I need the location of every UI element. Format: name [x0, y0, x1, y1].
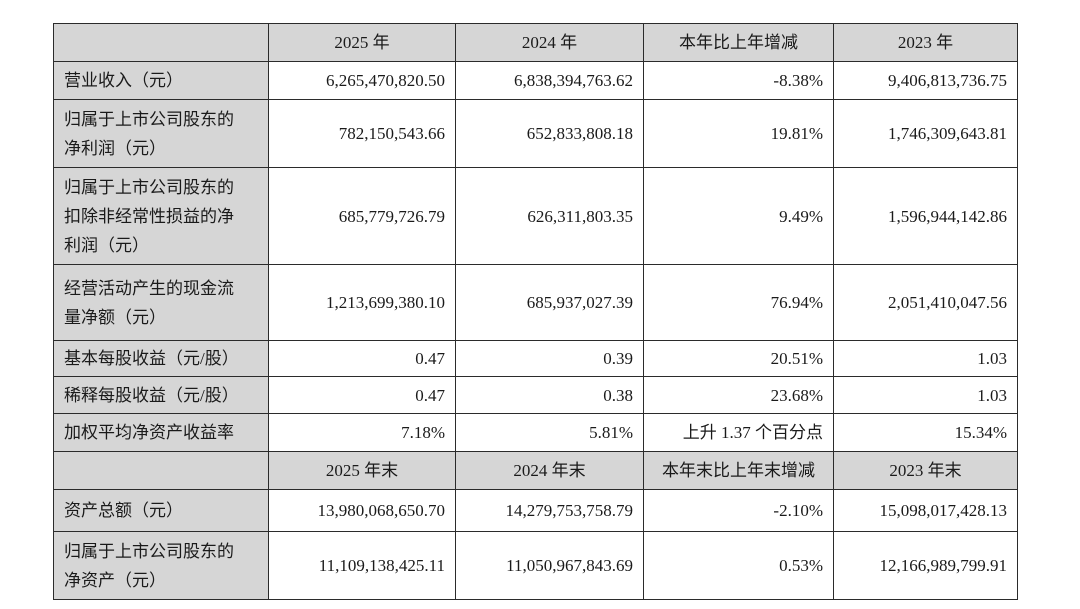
value-cell-2025: 1,213,699,380.10 [268, 264, 456, 341]
header-yoy-change: 本年比上年增减 [643, 23, 834, 62]
value-cell-2023: 15.34% [833, 413, 1018, 452]
header-year-end-2024: 2024 年末 [455, 451, 644, 490]
table-row-net-profit-excl-nonrecurring: 归属于上市公司股东的 扣除非经常性损益的净 利润（元） 685,779,726.… [53, 167, 1018, 265]
table-header-row-annual: 2025 年 2024 年 本年比上年增减 2023 年 [53, 23, 1018, 62]
table-row-basic-eps: 基本每股收益（元/股） 0.47 0.39 20.51% 1.03 [53, 340, 1018, 377]
value-cell-2023: 9,406,813,736.75 [833, 61, 1018, 100]
table-row-total-assets: 资产总额（元） 13,980,068,650.70 14,279,753,758… [53, 489, 1018, 532]
value-cell-change: 上升 1.37 个百分点 [643, 413, 834, 452]
header-blank-cell [53, 23, 269, 62]
table-row-net-assets: 归属于上市公司股东的 净资产（元） 11,109,138,425.11 11,0… [53, 531, 1018, 600]
header-year-end-change: 本年末比上年末增减 [643, 451, 834, 490]
row-label-cell: 基本每股收益（元/股） [53, 340, 269, 377]
table-row-diluted-eps: 稀释每股收益（元/股） 0.47 0.38 23.68% 1.03 [53, 376, 1018, 414]
header-year-2025: 2025 年 [268, 23, 456, 62]
row-label-cell: 经营活动产生的现金流 量净额（元） [53, 264, 269, 341]
value-cell-change: 19.81% [643, 99, 834, 168]
table-header-row-year-end: 2025 年末 2024 年末 本年末比上年末增减 2023 年末 [53, 451, 1018, 490]
value-cell-2024: 6,838,394,763.62 [455, 61, 644, 100]
value-cell-2025: 7.18% [268, 413, 456, 452]
value-cell-2024: 14,279,753,758.79 [455, 489, 644, 532]
value-cell-2024: 652,833,808.18 [455, 99, 644, 168]
value-cell-change: 9.49% [643, 167, 834, 265]
value-cell-2025: 782,150,543.66 [268, 99, 456, 168]
table-row-weighted-avg-roe: 加权平均净资产收益率 7.18% 5.81% 上升 1.37 个百分点 15.3… [53, 413, 1018, 452]
value-cell-2024: 626,311,803.35 [455, 167, 644, 265]
table-row-revenue: 营业收入（元） 6,265,470,820.50 6,838,394,763.6… [53, 61, 1018, 100]
value-cell-2023: 1.03 [833, 376, 1018, 414]
financial-summary-table: 2025 年 2024 年 本年比上年增减 2023 年 营业收入（元） 6,2… [53, 23, 1018, 600]
value-cell-2023: 1,746,309,643.81 [833, 99, 1018, 168]
header-year-2024: 2024 年 [455, 23, 644, 62]
row-label-cell: 加权平均净资产收益率 [53, 413, 269, 452]
value-cell-2023: 15,098,017,428.13 [833, 489, 1018, 532]
row-label-cell: 资产总额（元） [53, 489, 269, 532]
value-cell-2023: 2,051,410,047.56 [833, 264, 1018, 341]
row-label-cell: 归属于上市公司股东的 净利润（元） [53, 99, 269, 168]
value-cell-2023: 1.03 [833, 340, 1018, 377]
value-cell-2025: 685,779,726.79 [268, 167, 456, 265]
value-cell-2025: 0.47 [268, 376, 456, 414]
header-blank-cell [53, 451, 269, 490]
header-year-end-2023: 2023 年末 [833, 451, 1018, 490]
value-cell-change: -2.10% [643, 489, 834, 532]
value-cell-2025: 0.47 [268, 340, 456, 377]
row-label-cell: 稀释每股收益（元/股） [53, 376, 269, 414]
value-cell-change: -8.38% [643, 61, 834, 100]
value-cell-2024: 685,937,027.39 [455, 264, 644, 341]
value-cell-change: 23.68% [643, 376, 834, 414]
row-label-cell: 归属于上市公司股东的 扣除非经常性损益的净 利润（元） [53, 167, 269, 265]
header-year-2023: 2023 年 [833, 23, 1018, 62]
value-cell-2023: 1,596,944,142.86 [833, 167, 1018, 265]
value-cell-change: 76.94% [643, 264, 834, 341]
value-cell-2025: 6,265,470,820.50 [268, 61, 456, 100]
value-cell-2023: 12,166,989,799.91 [833, 531, 1018, 600]
header-year-end-2025: 2025 年末 [268, 451, 456, 490]
value-cell-2024: 5.81% [455, 413, 644, 452]
value-cell-2025: 11,109,138,425.11 [268, 531, 456, 600]
value-cell-2024: 0.39 [455, 340, 644, 377]
value-cell-2025: 13,980,068,650.70 [268, 489, 456, 532]
value-cell-2024: 11,050,967,843.69 [455, 531, 644, 600]
value-cell-change: 0.53% [643, 531, 834, 600]
value-cell-2024: 0.38 [455, 376, 644, 414]
row-label-cell: 营业收入（元） [53, 61, 269, 100]
table-row-net-profit: 归属于上市公司股东的 净利润（元） 782,150,543.66 652,833… [53, 99, 1018, 168]
table-row-operating-cash-flow: 经营活动产生的现金流 量净额（元） 1,213,699,380.10 685,9… [53, 264, 1018, 341]
row-label-cell: 归属于上市公司股东的 净资产（元） [53, 531, 269, 600]
value-cell-change: 20.51% [643, 340, 834, 377]
